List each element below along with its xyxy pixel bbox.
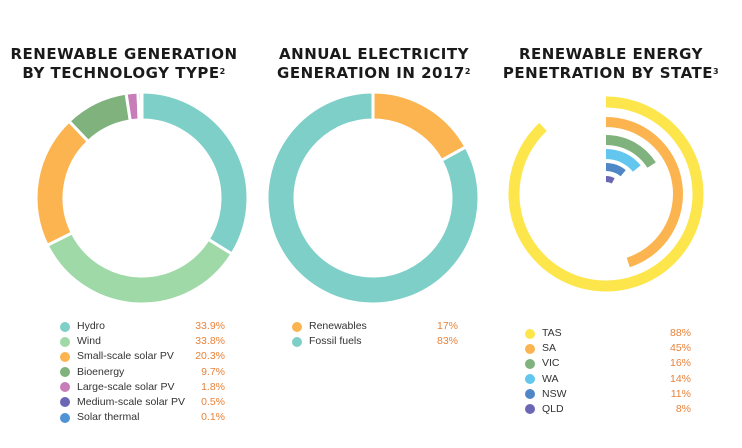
legend-value: 8% <box>675 402 691 415</box>
radial-bar-nsw <box>605 163 626 177</box>
legend-swatch <box>60 382 70 393</box>
slice-fossil-fuels <box>267 92 479 304</box>
legend-swatch <box>60 367 70 378</box>
legend-label: VIC <box>542 357 560 370</box>
legend-item-renewables: Renewables 17% <box>292 319 458 334</box>
legend-value: 88% <box>669 327 691 339</box>
legend-item-wa: WA 14% <box>525 372 691 387</box>
slice-small-scale-solar-pv <box>36 119 91 248</box>
legend-swatch <box>525 328 535 339</box>
footnote-marker: 3 <box>713 67 720 76</box>
legend-label: Fossil fuels <box>309 335 362 348</box>
legend-label: SA <box>542 342 557 355</box>
legend-value: 45% <box>669 342 691 355</box>
legend-item-solar-thermal: Solar thermal 0.1% <box>60 410 225 425</box>
legend-value: 1.8% <box>201 380 225 393</box>
legend-label: Wind <box>77 335 101 348</box>
legend-label: Small-scale solar PV <box>77 350 174 363</box>
chart-title: ANNUAL ELECTRICITY GENERATION IN 20172 <box>254 45 494 83</box>
radial-bar-sa <box>605 117 683 268</box>
legend-label: NSW <box>542 387 567 400</box>
legend-label: QLD <box>542 402 564 415</box>
legend-value: 33.9% <box>195 320 225 332</box>
legend-value: 83% <box>436 335 458 348</box>
radial-bar-wa <box>605 149 641 172</box>
chart-title-line-1: ANNUAL ELECTRICITY <box>279 45 469 63</box>
chart-title: RENEWABLE GENERATION BY TECHNOLOGY TYPE2 <box>0 45 248 83</box>
slice-hydro <box>140 92 248 257</box>
legend-swatch <box>60 412 70 423</box>
radial-bar-chart-states <box>508 96 704 292</box>
panel-penetration-by-state: RENEWABLE ENERGY PENETRATION BY STATE3 T… <box>496 0 726 448</box>
slice-solar-thermal <box>139 92 144 122</box>
legend-value: 0.1% <box>201 411 225 424</box>
legend-item-nsw: NSW 11% <box>525 387 691 402</box>
legend-value: 16% <box>669 357 691 370</box>
legend-item-hydro: Hydro 33.9% <box>60 319 225 334</box>
legend-label: Bioenergy <box>77 365 125 378</box>
panel-annual-generation: ANNUAL ELECTRICITY GENERATION IN 20172 R… <box>254 0 494 448</box>
donut-chart-technology <box>36 92 248 304</box>
legend-swatch <box>60 351 70 362</box>
chart-title-line-2: PENETRATION BY STATE <box>502 64 714 82</box>
legend-swatch <box>525 389 535 400</box>
legend-swatch <box>60 321 70 332</box>
legend-item-fossil-fuels: Fossil fuels 83% <box>292 334 458 349</box>
chart-title-line-2: BY TECHNOLOGY TYPE <box>22 64 220 82</box>
legend-label: Large-scale solar PV <box>77 380 175 393</box>
legend-value: 17% <box>436 320 458 332</box>
slice-renewables <box>371 92 468 163</box>
legend-value: 0.5% <box>201 395 225 408</box>
legend-technology: Hydro 33.9% Wind 33.8% Small-scale solar PV 2… <box>60 319 225 425</box>
legend-value: 11% <box>670 387 691 400</box>
panel-technology-type: RENEWABLE GENERATION BY TECHNOLOGY TYPE2… <box>0 0 248 448</box>
legend-label: Solar thermal <box>77 411 140 424</box>
footnote-marker: 2 <box>219 67 226 76</box>
chart-title: RENEWABLE ENERGY PENETRATION BY STATE3 <box>496 45 726 83</box>
legend-item-bioenergy: Bioenergy 9.7% <box>60 365 225 380</box>
radial-bar-tas <box>508 96 704 292</box>
chart-title-line-1: RENEWABLE ENERGY <box>519 45 703 63</box>
legend-value: 20.3% <box>195 350 225 363</box>
footnote-marker: 2 <box>464 67 471 76</box>
radial-bar-vic <box>605 135 656 168</box>
chart-title-line-1: RENEWABLE GENERATION <box>10 45 238 63</box>
legend-swatch <box>525 358 535 369</box>
legend-item-wind: Wind 33.8% <box>60 334 225 349</box>
legend-item-vic: VIC 16% <box>525 356 691 371</box>
legend-label: TAS <box>542 327 562 339</box>
legend-item-tas: TAS 88% <box>525 326 691 341</box>
legend-swatch <box>525 374 535 385</box>
legend-swatch <box>60 397 70 408</box>
legend-swatch <box>292 321 302 332</box>
legend-label: Renewables <box>309 320 367 332</box>
legend-item-sa: SA 45% <box>525 341 691 356</box>
radial-bar-qld <box>605 176 615 184</box>
legend-swatch <box>525 343 535 354</box>
legend-swatch <box>292 336 302 347</box>
legend-item-qld: QLD 8% <box>525 402 691 417</box>
legend-label: Hydro <box>77 320 106 332</box>
legend-item-large-scale-solar-pv: Large-scale solar PV 1.8% <box>60 380 225 395</box>
legend-value: 9.7% <box>201 365 225 378</box>
legend-item-medium-scale-solar-pv: Medium-scale solar PV 0.5% <box>60 395 225 410</box>
legend-value: 14% <box>669 372 691 385</box>
donut-chart-annual <box>267 92 479 304</box>
legend-item-small-scale-solar-pv: Small-scale solar PV 20.3% <box>60 349 225 364</box>
legend-swatch <box>60 336 70 347</box>
chart-title-line-2: GENERATION IN 2017 <box>277 64 465 82</box>
legend-value: 33.8% <box>195 335 225 348</box>
slice-wind <box>45 230 235 304</box>
legend-states: TAS 88% SA 45% VIC 16% WA 14% NSW 11% QLD 8% <box>525 326 691 417</box>
legend-label: WA <box>542 372 559 385</box>
legend-label: Medium-scale solar PV <box>77 395 185 408</box>
legend-swatch <box>525 404 535 415</box>
legend-annual: Renewables 17% Fossil fuels 83% <box>292 319 458 349</box>
